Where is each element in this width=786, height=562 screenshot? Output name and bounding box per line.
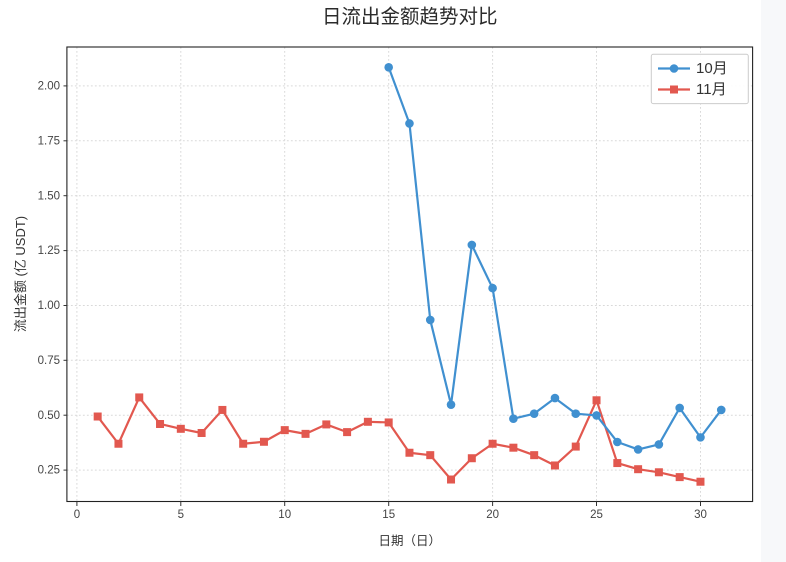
svg-text:0.25: 0.25 [38, 465, 60, 477]
svg-text:30: 30 [694, 509, 707, 521]
svg-text:25: 25 [590, 509, 603, 521]
svg-text:10: 10 [278, 509, 291, 521]
svg-text:日期（日）: 日期（日） [378, 534, 441, 548]
svg-text:0.75: 0.75 [38, 355, 60, 367]
svg-text:日流出金额趋势对比: 日流出金额趋势对比 [322, 6, 498, 28]
svg-text:0: 0 [74, 509, 80, 521]
svg-text:流出金额 (亿 USDT): 流出金额 (亿 USDT) [13, 216, 28, 332]
svg-text:1.75: 1.75 [38, 135, 60, 147]
svg-text:20: 20 [486, 509, 499, 521]
svg-text:0.50: 0.50 [38, 410, 60, 422]
svg-text:1.00: 1.00 [38, 300, 60, 312]
svg-text:1.25: 1.25 [38, 245, 60, 257]
svg-text:5: 5 [178, 509, 184, 521]
svg-text:10月: 10月 [696, 60, 728, 77]
svg-text:15: 15 [382, 509, 395, 521]
svg-text:2.00: 2.00 [38, 81, 60, 93]
svg-text:11月: 11月 [696, 81, 727, 98]
svg-text:1.50: 1.50 [38, 190, 60, 202]
